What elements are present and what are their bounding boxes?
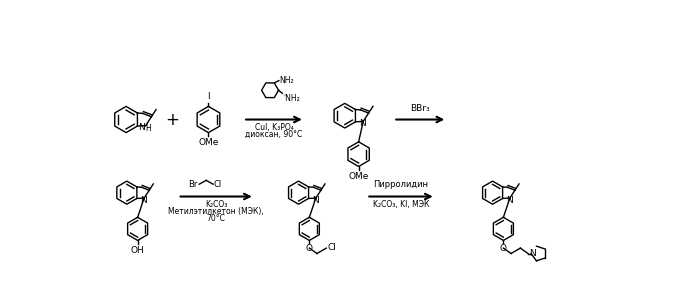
Text: K₂CO₃, KI, МЭК: K₂CO₃, KI, МЭК (373, 200, 429, 209)
Text: N: N (505, 196, 512, 205)
Text: диоксан, 90°C: диоксан, 90°C (245, 130, 303, 139)
Text: H: H (145, 124, 151, 133)
Text: OMe: OMe (348, 172, 369, 181)
Text: NH₂: NH₂ (280, 76, 294, 85)
Text: N: N (359, 119, 366, 128)
Text: K₂CO₃: K₂CO₃ (205, 200, 227, 209)
Text: O: O (499, 244, 506, 253)
Text: Метилэтилкетон (МЭК),: Метилэтилкетон (МЭК), (168, 207, 264, 216)
Text: +: + (166, 111, 179, 128)
Text: OMe: OMe (199, 138, 219, 147)
Text: N: N (138, 123, 145, 132)
Text: Br: Br (188, 180, 198, 189)
Text: 70°C: 70°C (207, 214, 226, 223)
Text: N: N (530, 249, 536, 258)
Text: CuI, K₃PO₄: CuI, K₃PO₄ (254, 123, 294, 132)
Text: 'NH₂: 'NH₂ (283, 94, 300, 103)
Text: Cl: Cl (328, 243, 337, 252)
Text: Пирролидин: Пирролидин (373, 180, 428, 189)
Text: I: I (207, 92, 210, 101)
Text: N: N (140, 196, 147, 205)
Text: N: N (312, 196, 319, 205)
Text: Cl: Cl (213, 180, 222, 189)
Text: O: O (305, 244, 312, 253)
Text: BBr₃: BBr₃ (410, 104, 430, 113)
Text: OH: OH (131, 246, 145, 255)
